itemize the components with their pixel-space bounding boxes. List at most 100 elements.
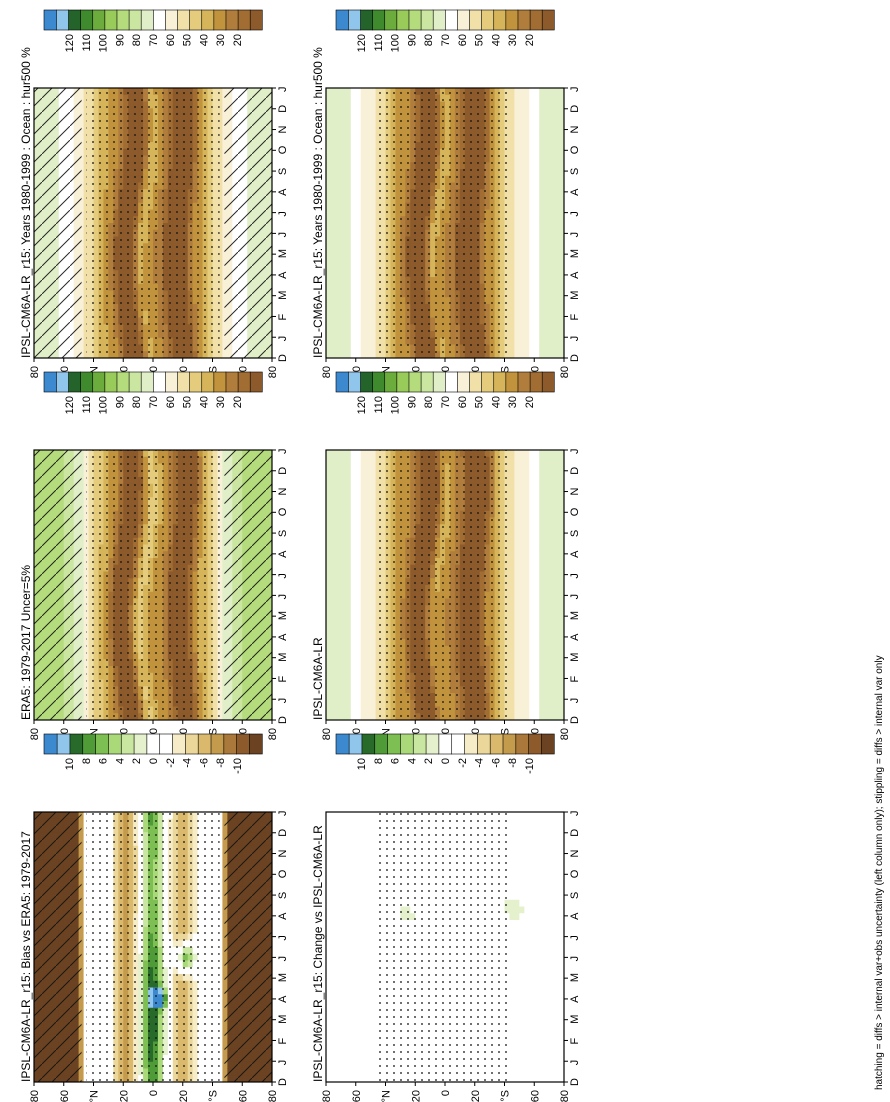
- heatmap-cell: [83, 290, 89, 298]
- heatmap-cell: [83, 142, 89, 150]
- heatmap-cell: [83, 310, 89, 318]
- colorbar-label: 20: [232, 396, 244, 408]
- heatmap-cell: [83, 852, 89, 860]
- heatmap-cell: [217, 101, 223, 109]
- lat-tick-label: 80: [29, 366, 41, 378]
- heatmap-cell: [83, 169, 89, 177]
- heatmap-cell: [217, 551, 223, 559]
- heatmap-cell: [83, 906, 89, 914]
- colorbar-swatch: [80, 371, 94, 393]
- heatmap-cell: [83, 504, 89, 512]
- stippling-overlay: [86, 88, 220, 358]
- heatmap-cell: [217, 324, 223, 332]
- heatmap-cell: [83, 128, 89, 136]
- lat-tick-label: 0: [148, 366, 160, 372]
- heatmap-cell: [83, 953, 89, 961]
- heatmap-cell: [217, 679, 223, 687]
- heatmap-cell: [83, 571, 89, 579]
- heatmap-cell: [83, 1055, 89, 1063]
- heatmap-cell: [217, 351, 223, 359]
- colorbar-swatch: [116, 9, 130, 31]
- heatmap-cell: [83, 693, 89, 701]
- heatmap-cell: [83, 679, 89, 687]
- heatmap-cell: [83, 477, 89, 485]
- heatmap-cell: [217, 659, 223, 667]
- colorbar-swatch: [43, 9, 57, 31]
- panel-top-left: IPSL-CM6A-LR_r15: Years 1980-1999 : Ocea…: [19, 9, 289, 378]
- heatmap-cell: [217, 142, 223, 150]
- colorbar-swatch: [67, 9, 81, 31]
- heatmap-cell: [83, 196, 89, 204]
- heatmap-cell: [83, 182, 89, 190]
- heatmap-cell: [217, 450, 223, 458]
- heatmap-cell: [83, 1048, 89, 1056]
- heatmap-cell: [217, 497, 223, 505]
- heatmap-cell: [217, 209, 223, 217]
- panel-title: IPSL-CM6A-LR_r15: Years 1980-1999 : Ocea…: [19, 47, 33, 358]
- heatmap-cell: [83, 351, 89, 359]
- heatmap-cell: [83, 450, 89, 458]
- heatmap-cell: [83, 121, 89, 129]
- heatmap-cell: [83, 639, 89, 647]
- heatmap-cell: [83, 585, 89, 593]
- month-tick-label: A: [277, 271, 289, 279]
- heatmap-cell: [83, 162, 89, 170]
- heatmap-cell: [83, 974, 89, 982]
- heatmap-cell: [83, 578, 89, 586]
- colorbar-label: 50: [182, 396, 194, 408]
- heatmap-cell: [83, 463, 89, 471]
- lat-tick-label: 0: [148, 728, 160, 734]
- heatmap-cell: [217, 645, 223, 653]
- heatmap-cell: [83, 845, 89, 853]
- heatmap-cell: [217, 236, 223, 244]
- heatmap-cell: [217, 490, 223, 498]
- heatmap-cell: [217, 256, 223, 264]
- heatmap-cell: [83, 933, 89, 941]
- heatmap-cell: [83, 344, 89, 352]
- heatmap-cell: [83, 987, 89, 995]
- colorbar-swatch: [92, 9, 106, 31]
- heatmap-cell: [83, 564, 89, 572]
- month-tick-label: J: [277, 211, 289, 217]
- heatmap-cell: [83, 666, 89, 674]
- heatmap-cell: [217, 537, 223, 545]
- colorbar-label: 100: [98, 396, 110, 414]
- heatmap-cell: [217, 504, 223, 512]
- heatmap-cell: [217, 591, 223, 599]
- heatmap-cell: [217, 612, 223, 620]
- heatmap-cell: [217, 672, 223, 680]
- heatmap-cell: [83, 209, 89, 217]
- heatmap-cell: [217, 652, 223, 660]
- heatmap-cell: [83, 456, 89, 464]
- heatmap-cell: [83, 324, 89, 332]
- heatmap-cell: [83, 202, 89, 210]
- colorbar-label: 30: [215, 396, 227, 408]
- colorbar-label: 60: [165, 34, 177, 46]
- heatmap-cell: [83, 277, 89, 285]
- colorbar-label: 40: [198, 34, 210, 46]
- heatmap-cell: [83, 605, 89, 613]
- heatmap-cell: [83, 645, 89, 653]
- heatmap-cell: [83, 101, 89, 109]
- month-tick-label: J: [277, 87, 289, 93]
- panel-title: ERA5: 1979-2017 Uncer=5%: [19, 565, 33, 720]
- heatmap-cell: [217, 317, 223, 325]
- month-tick-label: O: [277, 507, 289, 516]
- colorbar-swatch: [116, 371, 130, 393]
- colorbar-swatch: [225, 371, 239, 393]
- heatmap-cell: [83, 223, 89, 231]
- heatmap-cell: [83, 913, 89, 921]
- heatmap-cell: [83, 236, 89, 244]
- heatmap-cell: [217, 94, 223, 102]
- month-tick-label: S: [277, 530, 289, 537]
- heatmap-cell: [217, 477, 223, 485]
- heatmap-cell: [217, 189, 223, 197]
- heatmap-cell: [83, 510, 89, 518]
- heatmap-cell: [217, 686, 223, 694]
- heatmap-cell: [217, 706, 223, 714]
- heatmap-cell: [83, 1001, 89, 1009]
- heatmap-cell: [83, 1068, 89, 1076]
- heatmap-cell: [83, 893, 89, 901]
- heatmap-cell: [83, 625, 89, 633]
- heatmap-cell: [83, 825, 89, 833]
